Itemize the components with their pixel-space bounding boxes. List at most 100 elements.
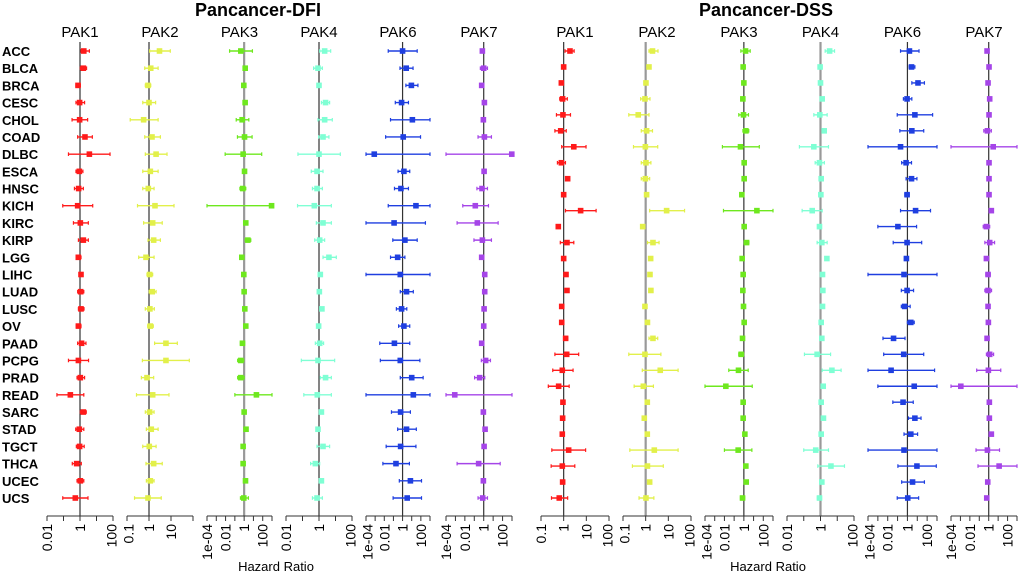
row-label-cesc: CESC bbox=[2, 96, 39, 111]
pancancer-dss-pak2-hazard-ratio-point bbox=[649, 48, 656, 54]
pancancer-dfi-pak2-hazard-ratio-point bbox=[143, 254, 149, 261]
pancancer-dss-pak7-tick-label: 1e-04 bbox=[943, 524, 959, 560]
pancancer-dss-pak4-hazard-ratio-point bbox=[819, 239, 825, 246]
pancancer-dss-pak3-hazard-ratio-point bbox=[740, 415, 746, 421]
pancancer-dss-pak7-hazard-ratio-point bbox=[990, 143, 997, 150]
pancancer-dfi-pak3-hazard-ratio-point bbox=[242, 478, 249, 484]
pancancer-dfi-pak1-hazard-ratio-point bbox=[76, 168, 83, 175]
pancancer-dss-pak7-hazard-ratio-point bbox=[986, 175, 992, 182]
pancancer-dfi-pak3-hazard-ratio-point bbox=[241, 495, 247, 501]
pancancer-dss-pak6-panel-title: PAK6 bbox=[884, 24, 921, 41]
pancancer-dfi-pak7-hazard-ratio-point bbox=[479, 495, 486, 501]
pancancer-dss-pak1-hazard-ratio-point bbox=[560, 64, 567, 70]
pancancer-dfi-pak3-hazard-ratio-point bbox=[243, 426, 249, 433]
pancancer-dfi-pak2-tick-label: 1 bbox=[141, 524, 157, 532]
pancancer-dfi-pak4-hazard-ratio-point bbox=[314, 168, 320, 175]
pancancer-dss-pak1-hazard-ratio-point bbox=[557, 128, 564, 134]
pancancer-dss-pak1-hazard-ratio-point bbox=[571, 143, 577, 150]
pancancer-dss-pak6-hazard-ratio-point bbox=[904, 287, 910, 294]
pancancer-dss-pak4-hazard-ratio-point bbox=[819, 271, 826, 278]
pancancer-dss-pak6-hazard-ratio-point bbox=[904, 239, 910, 246]
pancancer-dfi-pak1-hazard-ratio-point bbox=[86, 151, 93, 157]
pancancer-dfi-pak4-hazard-ratio-point bbox=[315, 426, 321, 433]
pancancer-dfi-pak4-hazard-ratio-point bbox=[322, 99, 329, 106]
pancancer-dss-pak7-hazard-ratio-point bbox=[983, 255, 990, 262]
pancancer-dss-pak2-hazard-ratio-point bbox=[657, 367, 664, 374]
pancancer-dfi-pak4-tick-label: 0.01 bbox=[278, 524, 294, 551]
pancancer-dss-pak2-hazard-ratio-point bbox=[642, 96, 648, 102]
pancancer-dss-pak7-hazard-ratio-point bbox=[985, 303, 991, 310]
pancancer-dfi-pak1-hazard-ratio-point bbox=[80, 65, 87, 71]
row-label-thca: THCA bbox=[2, 457, 39, 472]
pancancer-dss-pak2-tick-label: 0.1 bbox=[617, 524, 633, 544]
row-label-ucs: UCS bbox=[2, 491, 30, 506]
pancancer-dss-pak6-hazard-ratio-point bbox=[888, 367, 894, 374]
pancancer-dss-pak1-tick-label: 100 bbox=[600, 524, 616, 548]
pancancer-dfi-pak6-hazard-ratio-point bbox=[413, 202, 419, 209]
pancancer-dss-pak1-hazard-ratio-point bbox=[565, 447, 572, 453]
pancancer-dfi-pak2-hazard-ratio-point bbox=[147, 323, 154, 329]
pancancer-dfi-pak6-hazard-ratio-point bbox=[397, 357, 404, 364]
pancancer-dss-pak6-hazard-ratio-point bbox=[908, 319, 914, 326]
row-label-blca: BLCA bbox=[2, 61, 39, 76]
pancancer-dss-pak2-hazard-ratio-point bbox=[646, 479, 653, 485]
row-label-lgg: LGG bbox=[2, 250, 30, 265]
pancancer-dss-pak6-hazard-ratio-point bbox=[900, 351, 907, 358]
pancancer-dfi-pak7-hazard-ratio-point bbox=[482, 426, 488, 433]
pancancer-dss-pak6-tick-label: 1e-04 bbox=[862, 524, 878, 560]
pancancer-dss-pak7-hazard-ratio-point bbox=[985, 80, 991, 86]
pancancer-dfi-pak6-hazard-ratio-point bbox=[407, 478, 414, 484]
pancancer-dss-pak2-hazard-ratio-point bbox=[643, 159, 649, 166]
row-label-esca: ESCA bbox=[2, 164, 39, 179]
pancancer-dss-pak1-hazard-ratio-point bbox=[577, 207, 584, 214]
pancancer-dfi-pak7-hazard-ratio-point bbox=[479, 237, 486, 243]
pancancer-dfi-pak4-hazard-ratio-point bbox=[320, 220, 326, 226]
pancancer-dfi-pak7-hazard-ratio-point bbox=[481, 134, 488, 140]
pancancer-dfi-pak6-hazard-ratio-point bbox=[398, 185, 404, 192]
pancancer-dfi-pak7-tick-label: 1e-04 bbox=[438, 524, 454, 560]
pancancer-dss-pak2-hazard-ratio-point bbox=[646, 64, 652, 70]
pancancer-dfi-pak1-hazard-ratio-point bbox=[75, 82, 81, 89]
pancancer-dfi-pak1-hazard-ratio-point bbox=[80, 237, 87, 243]
pancancer-dss-pak3-hazard-ratio-point bbox=[739, 255, 745, 262]
pancancer-dfi-pak7-hazard-ratio-point bbox=[451, 392, 458, 398]
row-label-lusc: LUSC bbox=[2, 302, 38, 317]
pancancer-dfi-pak3-tick-label: 100 bbox=[255, 524, 271, 548]
pancancer-dss-pak2-hazard-ratio-point bbox=[639, 223, 646, 230]
pancancer-dss-pak7-tick-label: 1 bbox=[981, 524, 997, 532]
pancancer-dss-pak4-hazard-ratio-point bbox=[818, 431, 824, 437]
pancancer-dss-pak2-hazard-ratio-point bbox=[643, 128, 650, 134]
pancancer-dfi-pak6-panel-title: PAK6 bbox=[379, 24, 416, 41]
pancancer-dss-pak7-hazard-ratio-point bbox=[986, 399, 993, 406]
pancancer-dfi-pak7-panel-title: PAK7 bbox=[460, 24, 497, 41]
pancancer-dss-pak7-hazard-ratio-point bbox=[984, 335, 990, 342]
pancancer-dfi-pak6-hazard-ratio-point bbox=[371, 151, 378, 157]
pancancer-dfi-pak3-hazard-ratio-point bbox=[238, 48, 244, 54]
pancancer-dss-pak3-hazard-ratio-point bbox=[741, 80, 747, 86]
pancancer-dfi-pak2-tick-label: 0.1 bbox=[121, 524, 137, 544]
pancancer-dfi-pak1-tick-label: 1 bbox=[72, 524, 88, 532]
pancancer-dfi-pak2-hazard-ratio-point bbox=[149, 392, 156, 398]
pancancer-dss-pak3-hazard-ratio-point bbox=[740, 287, 746, 294]
row-label-kirp: KIRP bbox=[2, 233, 33, 248]
pancancer-dss-pak3-hazard-ratio-point bbox=[743, 479, 750, 485]
pancancer-dss-pak3-hazard-ratio-point bbox=[743, 128, 749, 134]
pancancer-dfi-pak3-hazard-ratio-point bbox=[241, 168, 248, 175]
pancancer-dss-pak7-hazard-ratio-point bbox=[985, 287, 991, 294]
pancancer-dfi-pak3-hazard-ratio-point bbox=[245, 237, 251, 243]
pancancer-dss-pak6-hazard-ratio-point bbox=[908, 64, 915, 70]
pancancer-dfi-pak1-hazard-ratio-point bbox=[72, 495, 79, 501]
pancancer-dfi-pak1-hazard-ratio-point bbox=[76, 116, 83, 123]
pancancer-dfi-pak2-hazard-ratio-point bbox=[153, 151, 159, 157]
pancancer-dss-pak6-hazard-ratio-point bbox=[895, 223, 901, 230]
pancancer-dfi-pak7-tick-label: 0.01 bbox=[457, 524, 473, 551]
pancancer-dfi-pak6-hazard-ratio-point bbox=[404, 495, 410, 501]
pancancer-dfi-pak2-hazard-ratio-point bbox=[163, 340, 169, 347]
pancancer-dfi-pak2-tick-label: 10 bbox=[163, 524, 179, 540]
pancancer-dss-pak7-hazard-ratio-point bbox=[984, 48, 990, 54]
pancancer-dfi-pak2-hazard-ratio-point bbox=[147, 306, 153, 312]
pancancer-dfi-pak3-hazard-ratio-point bbox=[240, 443, 246, 450]
pancancer-dfi-pak1-hazard-ratio-point bbox=[75, 185, 82, 192]
pancancer-dss-pak3-hazard-ratio-point bbox=[742, 48, 749, 54]
pancancer-dfi-pak2-hazard-ratio-point bbox=[149, 220, 156, 226]
